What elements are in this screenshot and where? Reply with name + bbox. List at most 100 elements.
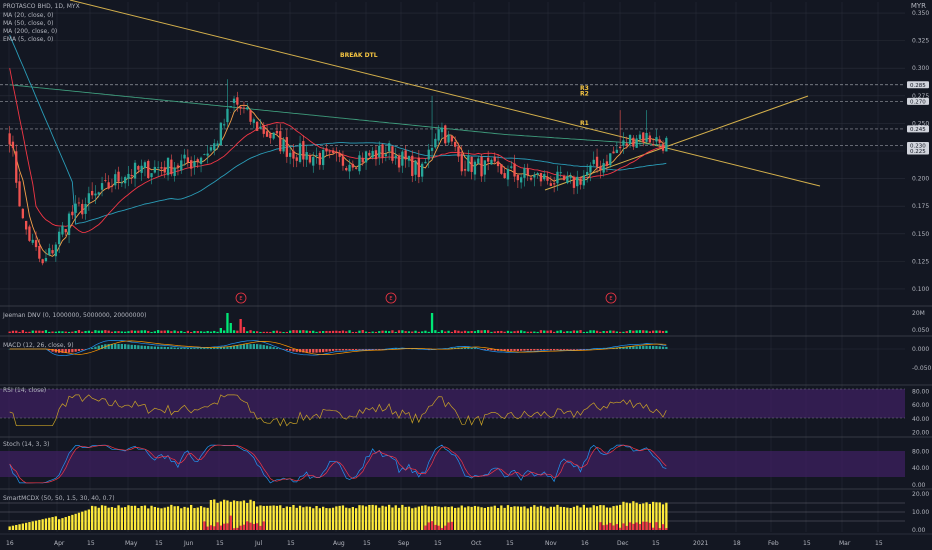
dnv-bar <box>519 330 523 333</box>
candle-body <box>625 143 628 146</box>
mcdx-yellow-bar <box>140 505 143 530</box>
dnv-bar <box>453 330 457 333</box>
macd-histogram-bar <box>529 349 533 351</box>
mcdx-red-bar <box>447 522 450 530</box>
earnings-marker <box>605 292 617 304</box>
dnv-bar <box>269 331 272 333</box>
mcdx-yellow-bar <box>209 499 213 530</box>
mcdx-yellow-bar <box>54 516 58 530</box>
candle-body <box>213 143 216 151</box>
dnv-bar <box>318 331 322 333</box>
dnv-bar <box>163 330 166 333</box>
macd-histogram-bar <box>335 349 338 351</box>
candle-body <box>226 108 229 123</box>
dnv-bar <box>100 330 104 333</box>
date-tick-label: Aug <box>333 540 345 547</box>
candle-body <box>351 163 355 168</box>
mcdx-yellow-bar <box>160 508 163 530</box>
mcdx-yellow-bar <box>216 502 219 530</box>
mcdx-red-bar <box>450 521 454 530</box>
macd-histogram-bar <box>519 349 523 351</box>
candle-body <box>447 134 450 143</box>
candle-body <box>203 154 206 155</box>
date-tick-label: 15 <box>803 540 811 547</box>
date-tick-label: 15 <box>363 540 371 547</box>
dnv-label: Jeeman DNV (0, 1000000, 5000000, 2000000… <box>2 312 146 319</box>
dnv-bar <box>595 330 599 333</box>
dnv-bar <box>57 331 61 333</box>
macd-histogram-bar <box>364 349 368 350</box>
mcdx-yellow-bar <box>506 505 510 530</box>
dnv-bar <box>117 331 120 333</box>
price-tag <box>907 125 929 133</box>
macd-histogram-bar <box>345 349 348 351</box>
macd-histogram-bar <box>288 349 292 351</box>
dnv-bar <box>104 330 107 333</box>
dnv-bar <box>414 330 417 333</box>
dnv-bar <box>404 331 407 333</box>
macd-label: MACD (12, 26, close, 9) <box>3 342 74 349</box>
candle-body <box>199 157 203 164</box>
macd-histogram-bar <box>661 346 665 349</box>
dnv-bar <box>364 331 368 333</box>
dnv-bar <box>216 331 219 333</box>
mcdx-red-bar <box>618 527 622 530</box>
dnv-bar <box>371 331 374 333</box>
earnings-marker-label: E <box>239 296 242 302</box>
dnv-bar <box>526 331 529 333</box>
candle-body <box>552 183 556 185</box>
dnv-bar <box>156 330 160 333</box>
dnv-bar <box>328 330 331 333</box>
mcdx-yellow-bar <box>242 500 246 530</box>
dnv-bar <box>236 330 239 333</box>
candle-body <box>239 106 242 109</box>
mcdx-yellow-bar <box>275 505 279 530</box>
candle-body <box>374 150 378 160</box>
macd-histogram-bar <box>483 349 487 350</box>
mcdx-yellow-bar <box>143 505 147 530</box>
dnv-bar <box>147 330 150 333</box>
r2-label: R2 <box>580 90 589 97</box>
candle-body <box>460 153 463 172</box>
candle-body <box>308 155 312 163</box>
dnv-bar <box>41 330 44 333</box>
dnv-bar <box>123 331 127 333</box>
candle-body <box>427 149 430 160</box>
mcdx-red-bar <box>239 525 242 530</box>
dnv-bar <box>285 331 289 333</box>
dnv-bar <box>589 330 592 333</box>
candle-body <box>391 146 394 161</box>
dnv-bar <box>592 330 595 333</box>
candle-body <box>196 159 199 162</box>
dnv-bar <box>48 331 51 333</box>
candle-body <box>364 151 368 163</box>
dnv-bar <box>61 331 64 333</box>
macd-histogram-bar <box>378 349 381 350</box>
mcdx-yellow-bar <box>308 506 312 530</box>
dnv-bar <box>651 330 655 333</box>
mcdx-yellow-bar <box>199 506 203 530</box>
dnv-bar <box>665 330 668 333</box>
candle-body <box>414 160 417 175</box>
macd-histogram-bar <box>500 349 503 351</box>
mcdx-yellow-bar <box>384 506 388 530</box>
candle-body <box>496 161 500 167</box>
mcdx-red-bar <box>246 521 249 530</box>
dnv-bar <box>394 331 397 333</box>
stoch-tick: 40.00 <box>912 465 929 472</box>
macd-histogram-bar <box>655 346 658 349</box>
mcdx-red-bar <box>232 528 236 530</box>
mcdx-yellow-bar <box>453 507 457 530</box>
mcdx-yellow-bar <box>219 501 223 530</box>
mcdx-yellow-bar <box>255 506 259 530</box>
candle-body <box>295 157 298 161</box>
candle-body <box>483 160 487 175</box>
mcdx-yellow-bar <box>513 506 516 530</box>
dnv-bar <box>642 330 645 333</box>
mcdx-yellow-bar <box>321 506 325 530</box>
dnv-bar <box>305 330 308 333</box>
candle-body <box>661 144 665 151</box>
dnv-bar <box>427 331 430 333</box>
macd-histogram-bar <box>361 349 364 350</box>
